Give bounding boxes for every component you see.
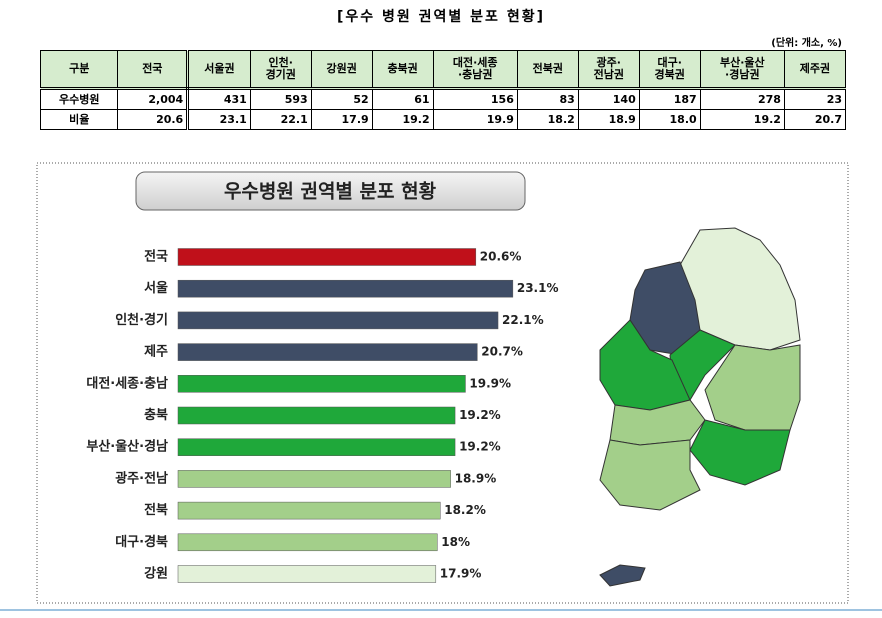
value-label: 18.9% <box>455 471 497 485</box>
map <box>599 227 801 587</box>
bar <box>177 438 456 456</box>
category-label: 전북 <box>144 502 168 518</box>
region-jeonnam <box>599 439 701 511</box>
bar <box>177 565 437 583</box>
header-cell: 인천· 경기권 <box>249 50 312 90</box>
table-cell: 19.2 <box>371 109 434 130</box>
table-cell: 비율 <box>39 109 119 130</box>
category-label: 전국 <box>144 249 168 265</box>
header-cell: 전북권 <box>516 50 579 90</box>
bar <box>177 311 499 330</box>
data-table: 구분 전국 서울권 인천· 경기권 강원권 충북권 대전·세종 ·충남권 전북권 광주· 전남권… <box>39 50 847 130</box>
table-cell: 278 <box>699 88 785 110</box>
table-cell: 20.7 <box>783 109 847 130</box>
unit-note: (단위: 개소, %) <box>771 38 842 49</box>
value-label: 19.2% <box>459 408 501 422</box>
value-label: 20.6% <box>480 250 522 264</box>
category-label: 강원 <box>144 566 168 582</box>
chart-frame <box>36 162 849 604</box>
header-cell: 부산·울산 ·경남권 <box>699 50 785 90</box>
table-cell: 19.2 <box>699 109 785 130</box>
header-cell: 광주· 전남권 <box>577 50 640 90</box>
table-cell: 18.2 <box>516 109 579 130</box>
header-cell: 제주권 <box>783 50 847 90</box>
value-label: 19.9% <box>469 376 511 390</box>
header-cell: 서울권 <box>187 50 251 90</box>
value-label: 20.7% <box>481 345 523 359</box>
value-label: 18.2% <box>444 503 486 517</box>
bar <box>177 470 451 488</box>
header-cell: 전국 <box>117 50 190 90</box>
category-label: 서울 <box>144 280 168 296</box>
category-label: 충북 <box>144 407 168 423</box>
header-cell: 대구· 경북권 <box>638 50 701 90</box>
category-label: 부산·울산·경남 <box>86 439 168 455</box>
value-label: 22.1% <box>502 313 544 327</box>
chart-title: 우수병원 권역별 분포 현황 <box>224 180 437 203</box>
header-cell: 충북권 <box>371 50 434 90</box>
table-cell: 18.9 <box>577 109 640 130</box>
bar <box>177 248 477 266</box>
value-label: 18% <box>441 535 470 549</box>
table-row: 비율 20.6 23.1 22.1 17.9 19.2 19.9 18.2 18.9 18.0 19… <box>39 109 847 130</box>
category-label: 대전·세종·충남 <box>86 375 168 391</box>
header-cell: 대전·세종 ·충남권 <box>432 50 518 90</box>
bar <box>177 533 438 552</box>
bar <box>177 279 514 298</box>
bar <box>177 343 478 361</box>
table-cell: 22.1 <box>249 109 312 130</box>
table-cell: 19.9 <box>432 109 518 130</box>
table-cell: 17.9 <box>310 109 373 130</box>
header-cell: 강원권 <box>310 50 373 90</box>
header-row: 구분 전국 서울권 인천· 경기권 강원권 충북권 대전·세종 ·충남권 전북권 광주· 전남권… <box>39 50 847 90</box>
category-label: 인천·경기 <box>115 312 168 328</box>
doc-title: [우수 병원 권역별 분포 현황] <box>337 9 545 25</box>
bar <box>177 501 441 520</box>
value-label: 19.2% <box>459 440 501 454</box>
table-cell: 20.6 <box>117 109 190 130</box>
bar <box>177 375 466 393</box>
header-cell: 구분 <box>39 50 119 90</box>
value-label: 17.9% <box>440 567 482 581</box>
region-jeju <box>599 564 646 587</box>
table-cell: 2,004 <box>117 88 190 110</box>
category-label: 대구·경북 <box>115 534 168 550</box>
category-label: 제주 <box>144 345 168 360</box>
category-label: 광주·전남 <box>115 470 168 486</box>
bar <box>177 406 456 425</box>
region-gyeongnam <box>689 419 791 486</box>
value-label: 23.1% <box>517 281 559 295</box>
title-box <box>135 171 526 211</box>
